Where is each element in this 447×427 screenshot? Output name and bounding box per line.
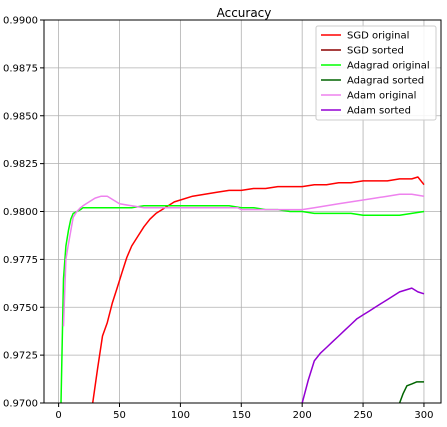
y-tick-label: 0.9850 — [3, 111, 38, 122]
series-lines — [61, 177, 424, 403]
legend-label: Adagrad sorted — [347, 76, 424, 87]
x-tick-label: 100 — [171, 410, 190, 421]
series-line-adagrad-original — [61, 206, 424, 403]
y-tick-label: 0.9750 — [3, 303, 38, 314]
legend-label: Adagrad original — [347, 61, 430, 72]
legend-label: Adam sorted — [347, 106, 411, 117]
series-line-adagrad-sorted — [400, 382, 424, 403]
series-line-sgd-original — [93, 177, 424, 403]
y-tick-label: 0.9900 — [3, 16, 38, 27]
y-tick-label: 0.9700 — [3, 399, 38, 410]
x-tick-label: 0 — [55, 410, 61, 421]
legend-label: Adam original — [347, 91, 416, 102]
y-tick-label: 0.9825 — [3, 159, 38, 170]
y-tick-label: 0.9800 — [3, 207, 38, 218]
x-tick-label: 50 — [113, 410, 126, 421]
y-tick-label: 0.9875 — [3, 63, 38, 74]
y-tick-label: 0.9775 — [3, 255, 38, 266]
legend-label: SGD sorted — [347, 46, 404, 57]
x-tick-label: 200 — [293, 410, 312, 421]
chart-title: Accuracy — [217, 6, 272, 20]
x-tick-label: 250 — [354, 410, 373, 421]
series-line-adam-original — [64, 194, 425, 326]
y-tick-label: 0.9725 — [3, 351, 38, 362]
x-tick-label: 300 — [414, 410, 433, 421]
legend-label: SGD original — [347, 31, 409, 42]
x-tick-label: 150 — [232, 410, 251, 421]
legend: SGD original SGD sorted Adagrad original Ad… — [316, 26, 436, 120]
